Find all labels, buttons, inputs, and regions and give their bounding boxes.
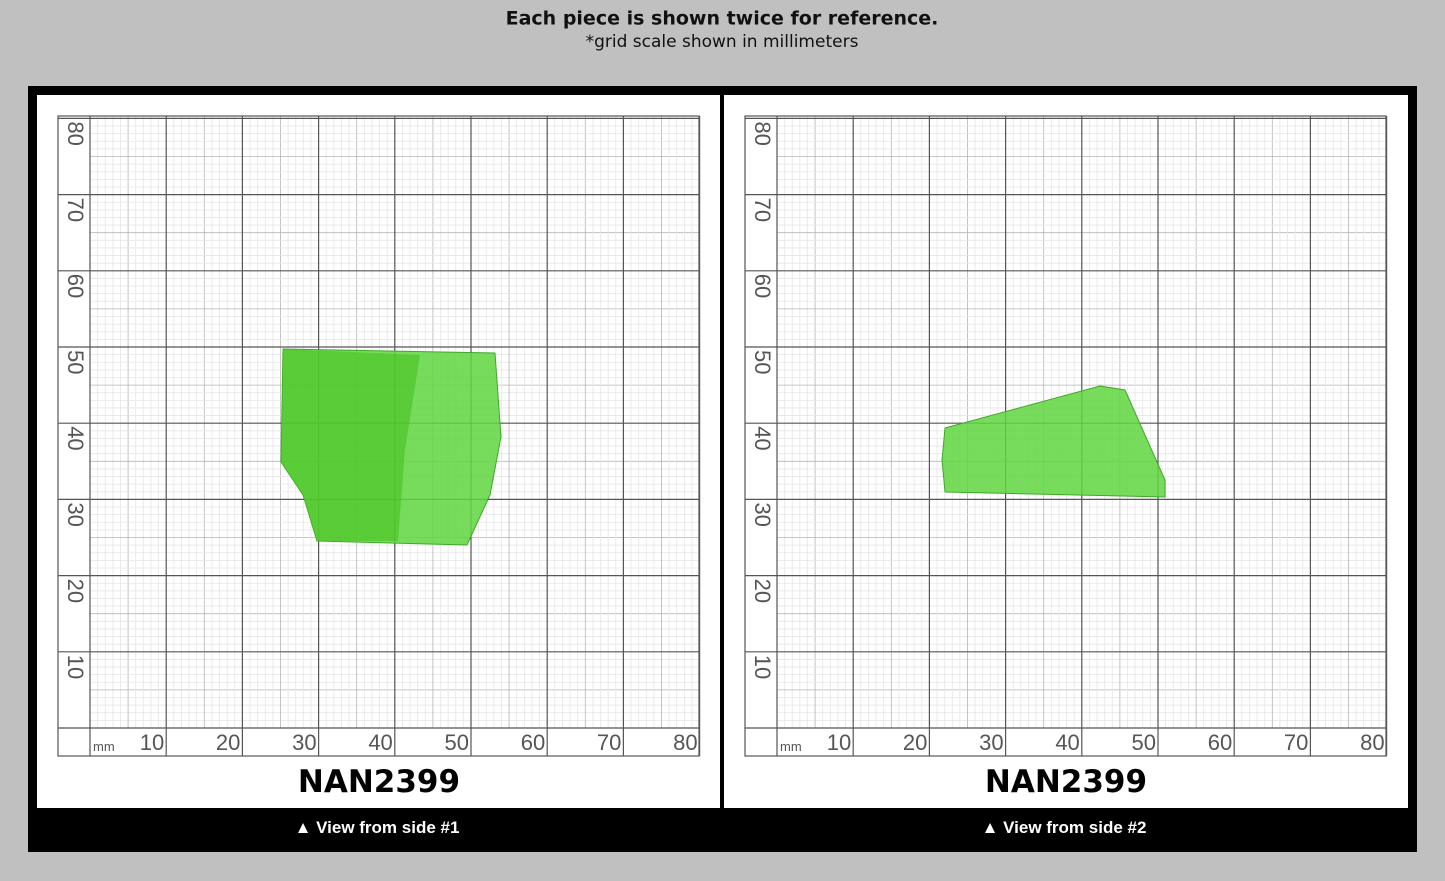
x-scale-label: 60 xyxy=(1208,730,1232,755)
stone-side-2 xyxy=(941,385,1166,498)
item-code: NAN2399 xyxy=(985,764,1147,800)
x-scale-label: 50 xyxy=(445,730,469,755)
y-scale-label: 70 xyxy=(750,198,775,222)
view-caption: ▲ View from side #1 xyxy=(295,818,460,837)
y-scale-label: 30 xyxy=(63,502,88,526)
unit-label: mm xyxy=(93,739,115,754)
y-scale-label: 10 xyxy=(63,655,88,679)
y-scale-label: 30 xyxy=(750,502,775,526)
x-scale-label: 80 xyxy=(1360,730,1384,755)
x-scale-label: 60 xyxy=(521,730,545,755)
y-scale-label: 80 xyxy=(750,121,775,145)
x-scale-label: 70 xyxy=(1284,730,1308,755)
y-scale-label: 10 xyxy=(750,655,775,679)
y-scale-label: 70 xyxy=(63,198,88,222)
x-scale-label: 80 xyxy=(673,730,697,755)
x-scale-label: 10 xyxy=(140,730,164,755)
title: Each piece is shown twice for reference. xyxy=(506,8,939,30)
subtitle: *grid scale shown in millimeters xyxy=(586,32,859,52)
y-scale-label: 20 xyxy=(63,579,88,603)
x-scale-label: 30 xyxy=(292,730,316,755)
y-scale-label: 60 xyxy=(63,274,88,298)
item-code: NAN2399 xyxy=(298,764,460,800)
unit-label: mm xyxy=(780,739,802,754)
x-scale-label: 10 xyxy=(827,730,851,755)
x-scale-label: 40 xyxy=(368,730,392,755)
x-scale-label: 70 xyxy=(597,730,621,755)
y-scale-label: 80 xyxy=(63,121,88,145)
y-scale-label: 20 xyxy=(750,579,775,603)
x-scale-label: 20 xyxy=(216,730,240,755)
x-scale-label: 30 xyxy=(979,730,1003,755)
y-scale-label: 60 xyxy=(750,274,775,298)
view-caption: ▲ View from side #2 xyxy=(982,818,1147,837)
grid-border xyxy=(57,115,700,757)
x-scale-label: 20 xyxy=(903,730,927,755)
y-scale-label: 40 xyxy=(63,426,88,450)
stone-shade xyxy=(281,349,420,541)
x-scale-label: 50 xyxy=(1132,730,1156,755)
y-scale-label: 40 xyxy=(750,426,775,450)
y-scale-label: 50 xyxy=(63,350,88,374)
grid-border xyxy=(744,115,1387,757)
grids xyxy=(57,115,1388,757)
y-scale-label: 50 xyxy=(750,350,775,374)
x-scale-label: 40 xyxy=(1055,730,1079,755)
labels: 10 20 30 40 50 60 70 80 10 20 30 40 50 60 70 80 mm NAN239… xyxy=(63,121,1385,837)
